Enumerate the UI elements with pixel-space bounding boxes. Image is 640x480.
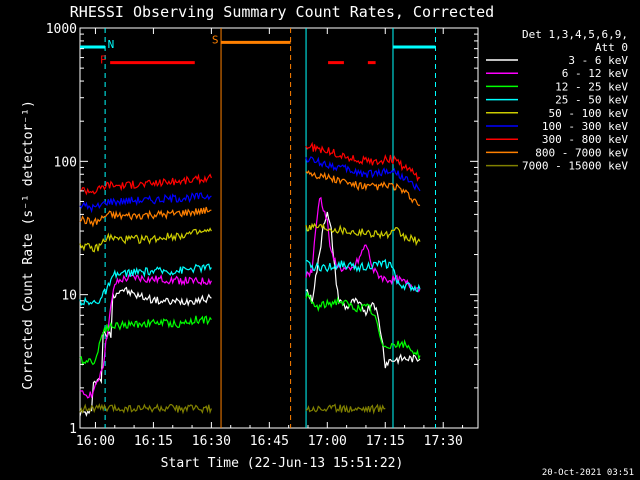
x-tick-label-4: 17:00	[308, 434, 347, 449]
series-line-4-0	[79, 227, 212, 253]
x-tick-label-1: 16:15	[134, 434, 173, 449]
series-line-7-0	[79, 206, 212, 228]
series-line-3-0	[79, 263, 212, 306]
legend-label-7: 800 - 7000 keV	[535, 146, 628, 159]
series-lines	[79, 141, 421, 417]
series-line-2-0	[79, 315, 212, 366]
legend-label-2: 12 - 25 keV	[555, 80, 628, 93]
series-line-4-1	[305, 222, 421, 247]
series-line-3-1	[305, 258, 421, 293]
legend-label-3: 25 - 50 keV	[555, 94, 628, 107]
x-tick-label-2: 16:30	[192, 434, 231, 449]
series-line-5-0	[79, 192, 212, 214]
y-tick-label-1: 10	[61, 289, 77, 304]
plot-border	[79, 27, 479, 429]
series-line-5-1	[305, 156, 421, 192]
series-line-7-1	[305, 170, 421, 207]
series-line-8-0	[79, 403, 212, 415]
legend-header-line-1: Det 1,3,4,5,6,9,	[522, 28, 628, 41]
legend-label-4: 50 - 100 keV	[549, 107, 629, 120]
y-tick-label-3: 1000	[46, 22, 77, 37]
vertical-lines	[104, 28, 436, 428]
chart-title: RHESSI Observing Summary Count Rates, Co…	[70, 3, 494, 21]
y-axis-label: Corrected Count Rate (s⁻¹ detector⁻¹)	[21, 100, 36, 390]
x-axis-label: Start Time (22-Jun-13 15:51:22)	[161, 456, 404, 471]
y-tick-label-0: 1	[69, 422, 77, 437]
x-axis-ticks: 16:00 16:15 16:30 16:45 17:00 17:15 17:30	[76, 28, 464, 449]
legend-label-0: 3 - 6 keV	[568, 54, 628, 67]
series-line-1-1	[305, 196, 421, 293]
x-tick-label-3: 16:45	[250, 434, 289, 449]
series-line-0-0	[79, 286, 212, 417]
series-line-0-1	[305, 211, 421, 369]
series-line-1-0	[79, 273, 212, 399]
series-line-2-1	[305, 291, 421, 361]
x-tick-label-6: 17:30	[424, 434, 463, 449]
series-line-8-1	[305, 403, 386, 415]
state-bar-label-5: S	[212, 33, 219, 46]
series-line-6-1	[305, 141, 421, 182]
state-bar-label-0: F	[100, 54, 107, 67]
state-bar-label-3: N	[108, 38, 115, 51]
x-tick-label-5: 17:15	[366, 434, 405, 449]
legend-label-6: 300 - 800 keV	[542, 133, 628, 146]
y-axis-ticks: 1 10 100 1000	[46, 22, 478, 437]
legend-label-8: 7000 - 15000 keV	[522, 160, 628, 173]
legend-label-5: 100 - 300 keV	[542, 120, 628, 133]
footer-date: 20-Oct-2021 03:51	[542, 468, 634, 478]
plot-frame	[79, 27, 479, 429]
legend-label-1: 6 - 12 keV	[562, 67, 629, 80]
x-tick-label-0: 16:00	[76, 434, 115, 449]
y-tick-label-2: 100	[54, 155, 77, 170]
legend-header-line-2: Att 0	[595, 41, 628, 54]
series-line-6-0	[79, 173, 212, 196]
attenuator-bars: FN S	[80, 33, 436, 67]
